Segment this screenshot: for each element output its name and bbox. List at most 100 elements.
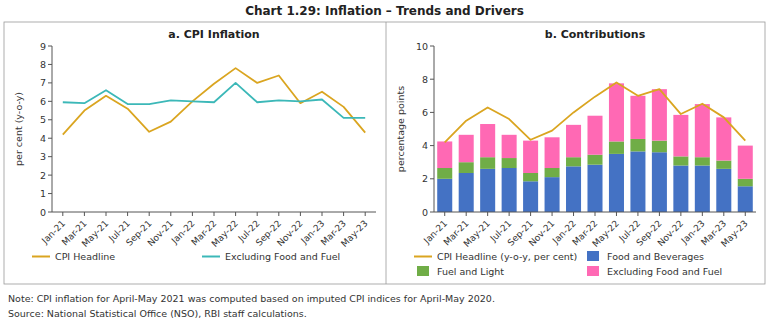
y-tick-label: 2 <box>40 170 46 181</box>
x-tick <box>127 212 128 216</box>
y-tick <box>48 82 52 83</box>
x-tick <box>509 212 510 216</box>
y-tick-label: 1 <box>40 188 46 199</box>
x-tick-label: May-22 <box>590 218 621 249</box>
y-tick-label: 0 <box>40 207 46 218</box>
legend-swatch <box>414 256 432 258</box>
legend-swatch <box>32 256 50 258</box>
y-tick <box>430 79 434 80</box>
y-tick <box>430 212 434 213</box>
y-axis <box>434 46 435 212</box>
bar <box>695 157 710 165</box>
y-tick <box>48 46 52 47</box>
x-tick-label: May-22 <box>209 218 240 249</box>
bar <box>738 146 753 179</box>
legend-swatch <box>202 256 220 258</box>
x-tick <box>257 212 258 216</box>
bar <box>587 116 602 155</box>
legend-swatch <box>587 266 599 276</box>
bar <box>609 154 624 212</box>
x-tick-label: Nov-21 <box>145 218 175 248</box>
x-tick <box>680 212 681 216</box>
bar <box>587 165 602 212</box>
x-tick-label: May-23 <box>339 218 370 249</box>
x-axis <box>52 212 376 213</box>
x-tick <box>192 212 193 216</box>
x-tick <box>235 212 236 216</box>
line <box>63 68 365 134</box>
bar <box>738 186 753 212</box>
plot-area <box>437 83 753 212</box>
panel-title: a. CPI Inflation <box>168 28 259 41</box>
y-tick <box>48 193 52 194</box>
panel-title: b. Contributions <box>545 28 646 41</box>
bar <box>673 115 688 157</box>
y-tick <box>48 212 52 213</box>
outer-frame <box>4 22 765 284</box>
line <box>63 83 365 118</box>
y-axis-label: percentage points <box>395 86 406 172</box>
y-tick-label: 3 <box>40 151 46 162</box>
annotation: Note: CPI inflation for April-May 2021 w… <box>8 293 495 304</box>
plot-area <box>63 68 365 134</box>
bar <box>459 162 474 173</box>
x-tick-label: May-21 <box>462 218 493 249</box>
x-tick <box>616 212 617 216</box>
y-tick-label: 10 <box>416 41 428 52</box>
x-tick <box>530 212 531 216</box>
x-tick <box>84 212 85 216</box>
bar <box>480 157 495 169</box>
legend-label: CPI Headline (y-o-y, per cent) <box>437 251 577 262</box>
bar <box>437 168 452 179</box>
x-tick <box>278 212 279 216</box>
y-tick <box>48 156 52 157</box>
bar <box>502 158 517 168</box>
bar <box>673 156 688 165</box>
x-tick <box>573 212 574 216</box>
legend-label: Excluding Food and Fuel <box>607 266 722 277</box>
legend: CPI HeadlineExcluding Food and Fuel <box>32 251 340 262</box>
chart-figure: Chart 1.29: Inflation – Trends and Drive… <box>0 0 769 334</box>
legend-swatch <box>587 251 599 261</box>
bar <box>630 96 645 139</box>
y-tick-label: 4 <box>422 140 428 151</box>
x-tick <box>62 212 63 216</box>
annotation: Source: National Statistical Office (NSO… <box>8 308 307 319</box>
bar <box>502 135 517 158</box>
y-tick-label: 7 <box>40 77 46 88</box>
x-tick <box>659 212 660 216</box>
line <box>445 83 746 143</box>
y-tick-label: 4 <box>40 133 46 144</box>
bar <box>437 179 452 212</box>
x-axis <box>434 212 756 213</box>
y-tick <box>48 175 52 176</box>
bar <box>652 89 667 140</box>
legend-label: CPI Headline <box>55 251 115 262</box>
bar <box>545 137 560 168</box>
x-tick <box>322 212 323 216</box>
y-tick-label: 8 <box>422 74 428 85</box>
bar <box>523 173 538 181</box>
y-tick-label: 6 <box>40 96 46 107</box>
y-tick <box>430 112 434 113</box>
bar <box>523 181 538 212</box>
bar <box>502 168 517 212</box>
panel-divider <box>386 22 387 284</box>
bar <box>716 169 731 212</box>
x-tick <box>552 212 553 216</box>
panel: b. Contributions0246810percentage points… <box>395 28 756 277</box>
y-axis <box>52 46 53 212</box>
bar <box>673 166 688 212</box>
legend-swatch <box>417 266 429 276</box>
y-tick <box>48 64 52 65</box>
bar <box>652 152 667 212</box>
bar <box>738 179 753 186</box>
x-tick-label: Nov-22 <box>656 218 686 248</box>
bar <box>437 141 452 168</box>
bar <box>630 139 645 151</box>
x-tick <box>300 212 301 216</box>
x-tick <box>106 212 107 216</box>
bar <box>716 161 731 169</box>
legend-label: Food and Beverages <box>607 251 704 262</box>
panel: a. CPI Inflation0123456789per cent (y-o-… <box>13 28 376 262</box>
